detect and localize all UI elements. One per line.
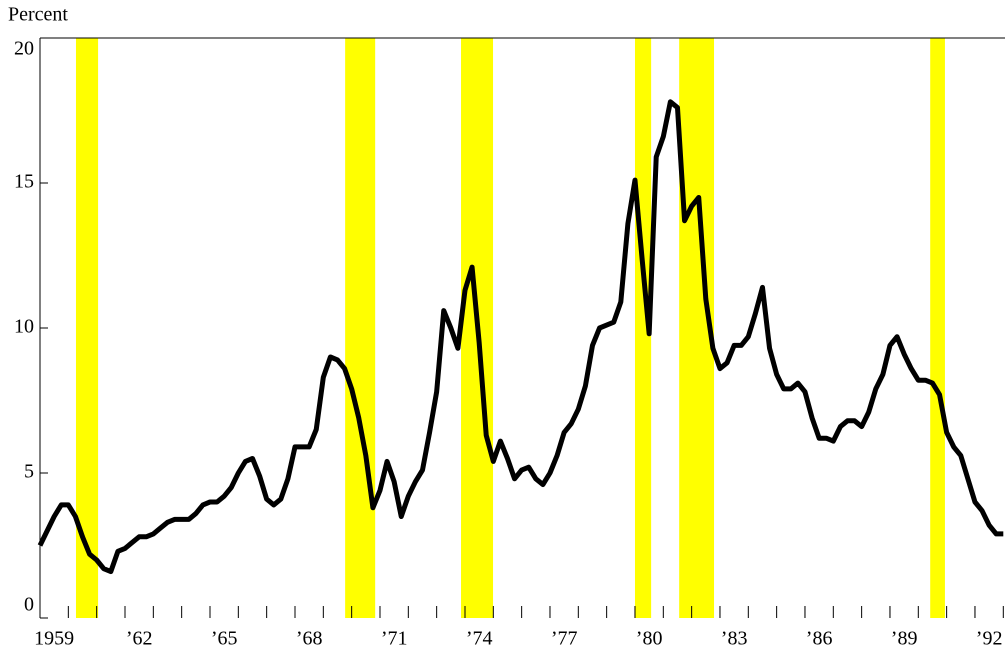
x-tick-label: ’92: [976, 628, 1003, 650]
x-tick-label: ’68: [296, 628, 323, 650]
shaded-period: [345, 38, 376, 618]
x-tick-label: ’86: [806, 628, 833, 650]
x-tick-label: ’71: [381, 628, 408, 650]
y-axis-label: Percent: [8, 4, 68, 26]
data-line: [37, 99, 1004, 575]
x-tick-label: ’89: [891, 628, 918, 650]
x-tick-label: ’80: [636, 628, 663, 650]
y-tick-label: 10: [14, 316, 34, 338]
x-tick-label: ’62: [126, 628, 153, 650]
x-tick-label: ’77: [551, 628, 578, 650]
x-tick-label: ’74: [466, 628, 493, 650]
y-tick-label: 5: [24, 461, 34, 483]
shaded-period: [634, 38, 652, 618]
y-tick-label: 0: [24, 594, 34, 616]
y-tick-label: 15: [14, 171, 34, 193]
x-tick-label: 1959: [34, 628, 74, 650]
x-tick-label: ’83: [721, 628, 748, 650]
x-tick-label: ’65: [211, 628, 238, 650]
y-tick-label: 20: [14, 38, 34, 60]
shaded-period: [75, 38, 99, 618]
shaded-period: [930, 38, 945, 618]
